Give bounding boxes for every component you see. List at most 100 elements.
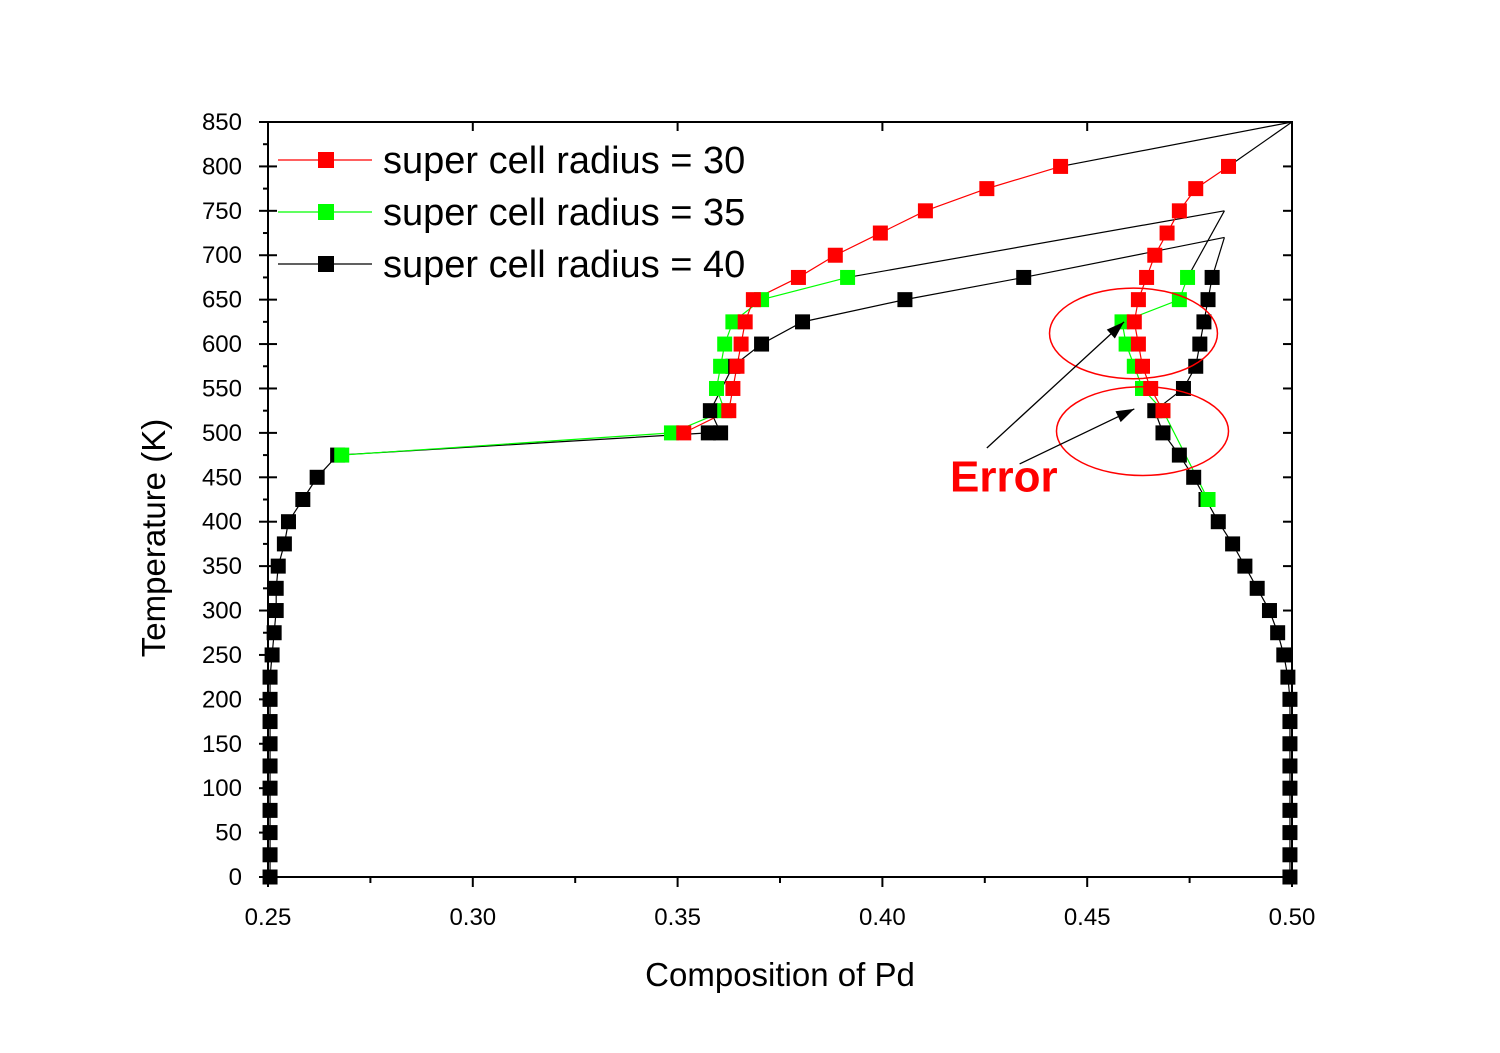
data-point (262, 780, 278, 796)
data-point (1016, 269, 1032, 285)
data-point (1282, 869, 1298, 885)
data-point (1188, 358, 1204, 374)
connector-line (1187, 210, 1225, 278)
y-axis-title: Temperature (K) (135, 419, 172, 657)
annotation-arrowhead (1115, 408, 1135, 423)
data-point (1186, 469, 1202, 485)
data-point (1188, 181, 1204, 197)
data-point (262, 869, 278, 885)
y-tick-label: 50 (215, 820, 242, 847)
data-point (725, 314, 741, 330)
data-point (262, 691, 278, 707)
data-point (1261, 603, 1277, 619)
y-tick-label: 100 (202, 775, 242, 802)
y-tick-label: 750 (202, 198, 242, 225)
data-point (262, 758, 278, 774)
connector-line (1023, 236, 1225, 279)
data-point (733, 336, 749, 352)
data-point (737, 314, 753, 330)
x-tick-label: 0.30 (449, 904, 496, 931)
data-point (1204, 269, 1220, 285)
data-point (1171, 292, 1187, 308)
data-point (709, 380, 725, 396)
y-tick-label: 600 (202, 331, 242, 358)
data-point (295, 492, 311, 507)
data-point (1282, 847, 1298, 863)
data-point (1134, 358, 1150, 374)
data-point (1147, 247, 1163, 263)
data-point (1249, 580, 1265, 596)
y-tick-label: 150 (202, 731, 242, 758)
y-tick-label: 500 (202, 420, 242, 447)
data-point (754, 336, 770, 352)
data-point (1282, 825, 1298, 841)
legend-marker (318, 256, 334, 272)
data-point (663, 425, 679, 441)
data-point (1221, 158, 1237, 174)
data-point (1180, 269, 1196, 285)
data-point (1282, 691, 1298, 707)
data-point (1280, 669, 1296, 685)
data-point (1210, 514, 1226, 530)
series-lines (269, 121, 1293, 877)
y-tick-label: 550 (202, 375, 242, 402)
data-point (262, 736, 278, 752)
axes: 0 50 100 150 200 250 300 350 400 450 500 550 600 650 7… (202, 109, 1315, 931)
data-point (790, 269, 806, 285)
data-point (713, 358, 729, 374)
data-point (1196, 314, 1212, 330)
data-point (917, 203, 933, 219)
y-tick-label: 350 (202, 553, 242, 580)
data-point (1276, 647, 1292, 663)
annotation-label: Error (950, 453, 1058, 502)
connector-line (847, 210, 1225, 279)
data-point (745, 292, 761, 308)
data-point (1130, 336, 1146, 352)
data-point (1155, 425, 1171, 441)
y-tick-label: 0 (229, 864, 242, 891)
legend-label: super cell radius = 30 (383, 140, 745, 182)
data-point (309, 469, 325, 485)
data-point (1282, 714, 1298, 730)
data-point (1171, 447, 1187, 463)
data-point (1200, 292, 1216, 308)
data-point (1225, 536, 1241, 552)
x-tick-label: 0.40 (859, 904, 906, 931)
y-tick-label: 700 (202, 242, 242, 269)
data-point (262, 847, 278, 863)
data-point (1282, 802, 1298, 818)
data-point (276, 536, 292, 552)
data-point (1282, 758, 1298, 774)
x-tick-label: 0.50 (1269, 904, 1316, 931)
data-point (1282, 780, 1298, 796)
data-point (1192, 336, 1208, 352)
y-tick-label: 200 (202, 686, 242, 713)
y-tick-label: 450 (202, 464, 242, 491)
data-point (280, 514, 296, 530)
series-line (1154, 277, 1291, 877)
y-tick-label: 650 (202, 287, 242, 314)
data-point (840, 269, 856, 285)
data-point (268, 580, 284, 596)
legend: super cell radius = 30 super cell radius … (278, 140, 745, 286)
data-point (676, 425, 692, 441)
data-point (1053, 158, 1069, 174)
data-point (713, 425, 729, 441)
data-point (729, 358, 745, 374)
data-point (1155, 403, 1171, 419)
legend-marker (318, 152, 334, 168)
data-point (1175, 380, 1191, 396)
y-tick-label: 850 (202, 109, 242, 136)
series-line (269, 276, 1024, 877)
data-point (262, 669, 278, 685)
data-point (266, 625, 282, 641)
legend-label: super cell radius = 35 (383, 192, 745, 234)
data-point (827, 247, 843, 263)
data-point (1118, 336, 1134, 352)
y-tick-label: 400 (202, 509, 242, 536)
error-ellipse (1048, 287, 1219, 380)
data-point (262, 825, 278, 841)
data-point (1126, 314, 1142, 330)
y-tick-label: 250 (202, 642, 242, 669)
